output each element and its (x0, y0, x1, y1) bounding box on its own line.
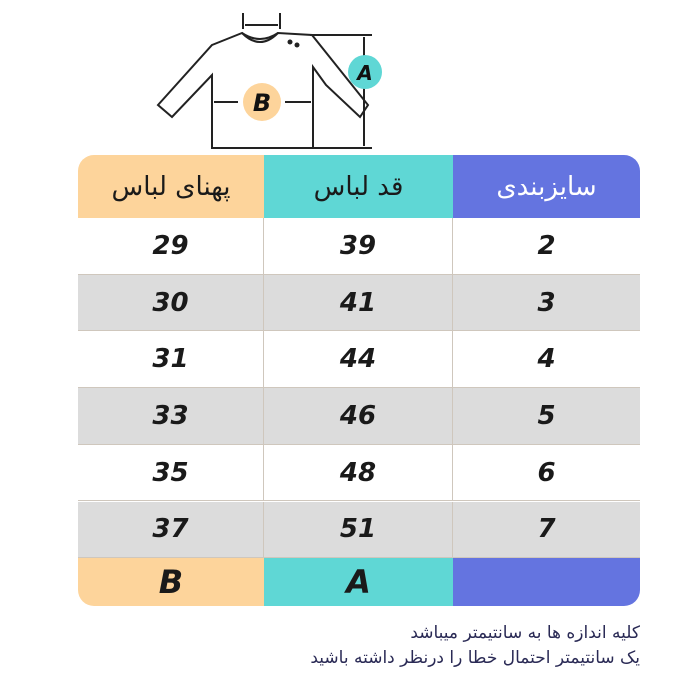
cell-size: 5 (453, 388, 640, 445)
label-a: A (355, 61, 372, 85)
cell-size: 7 (453, 501, 640, 559)
label-b-badge (243, 83, 281, 121)
footer-size (453, 558, 640, 606)
footer-width: B (78, 558, 264, 606)
note-units: کلیه اندازه ها به سانتیمتر میباشد (410, 623, 640, 643)
cell-length: 41 (264, 274, 453, 332)
cell-size: 4 (453, 331, 640, 389)
label-a-badge (348, 55, 382, 89)
table-row: 29 39 2 (78, 218, 640, 275)
header-size: سایزبندی (453, 155, 640, 218)
cell-width: 29 (78, 218, 264, 275)
cell-length: 46 (264, 388, 453, 445)
cell-length: 44 (264, 331, 453, 389)
header-length: قد لباس (264, 155, 453, 218)
table-row: 37 51 7 (78, 501, 640, 559)
table-row: 35 48 6 (78, 444, 640, 502)
size-table: پهنای لباس قد لباس سایزبندی 29 39 2 30 41 3 31… (78, 155, 640, 606)
garment-measurement-diagram: A B (156, 13, 382, 149)
cell-width: 37 (78, 501, 264, 559)
cell-length: 48 (264, 444, 453, 502)
cell-width: 31 (78, 331, 264, 389)
table-footer: B A (78, 558, 640, 606)
table-row: 31 44 4 (78, 331, 640, 389)
table-row: 33 46 5 (78, 388, 640, 445)
table-row: 30 41 3 (78, 274, 640, 332)
table-header: پهنای لباس قد لباس سایزبندی (78, 155, 640, 218)
note-tolerance: یک سانتیمتر احتمال خطا را درنظر داشته با… (310, 648, 640, 668)
cell-length: 39 (264, 218, 453, 275)
cell-size: 3 (453, 274, 640, 332)
cell-size: 2 (453, 218, 640, 275)
cell-size: 6 (453, 444, 640, 502)
cell-width: 33 (78, 388, 264, 445)
cell-width: 30 (78, 274, 264, 332)
cell-width: 35 (78, 444, 264, 502)
cell-length: 51 (264, 501, 453, 559)
footer-length: A (264, 558, 453, 606)
label-b: B (253, 89, 271, 117)
header-width: پهنای لباس (78, 155, 264, 218)
